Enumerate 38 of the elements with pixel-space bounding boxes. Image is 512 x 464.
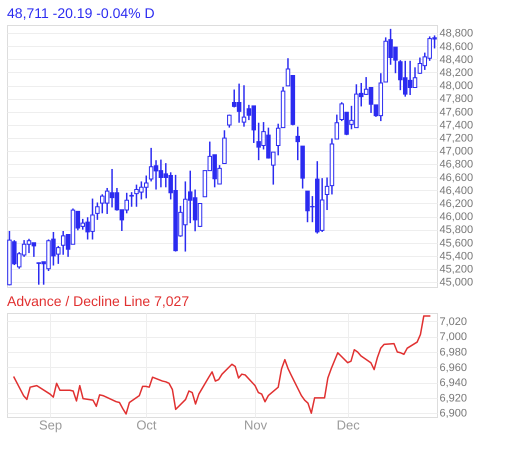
y-tick-label: 46,000 <box>440 211 474 224</box>
y-tick-label: 6,940 <box>440 377 468 390</box>
y-tick-label: 48,600 <box>440 40 474 53</box>
y-tick-label: 48,400 <box>440 54 474 66</box>
candlestick <box>227 114 232 128</box>
y-tick-label: 47,400 <box>440 119 474 132</box>
candlestick <box>276 122 280 156</box>
x-tick-label: Dec <box>336 418 360 432</box>
y-tick-label: 46,400 <box>440 184 474 197</box>
y-tick-label: 7,020 <box>440 316 468 328</box>
y-tick-label: 48,000 <box>440 80 474 92</box>
y-tick-label: 6,960 <box>440 362 468 374</box>
y-tick-label: 46,600 <box>440 172 474 184</box>
y-tick-label: 45,200 <box>440 263 474 276</box>
y-tick-label: 47,200 <box>440 132 474 144</box>
y-tick-label: 47,000 <box>440 146 474 158</box>
y-tick-label: 6,980 <box>440 346 468 358</box>
y-tick-label: 6,920 <box>440 392 468 404</box>
y-tick-label: 45,800 <box>440 224 474 236</box>
candlestick <box>295 126 300 161</box>
y-tick-label: 48,200 <box>440 66 474 79</box>
y-tick-label: 45,400 <box>440 250 474 262</box>
chart-title: 48,711 -20.19 -0.04% D <box>7 5 155 21</box>
y-tick-label: 45,600 <box>440 237 474 250</box>
y-tick-label: 48,800 <box>440 28 474 40</box>
y-tick-label: 6,900 <box>440 408 468 420</box>
y-tick-label: 47,800 <box>440 93 474 106</box>
x-tick-label: Oct <box>136 418 157 432</box>
y-tick-label: 45,000 <box>440 276 474 289</box>
line-series <box>12 315 432 415</box>
candlestick <box>334 114 340 140</box>
x-tick-label: Sep <box>38 418 62 432</box>
chart-title: Advance / Decline Line 7,027 <box>7 293 190 309</box>
y-tick-label: 46,200 <box>440 198 474 210</box>
y-tick-label: 46,800 <box>440 158 474 171</box>
y-tick-label: 7,000 <box>440 331 468 344</box>
x-tick-label: Nov <box>244 418 268 432</box>
y-tick-label: 47,600 <box>440 106 474 118</box>
